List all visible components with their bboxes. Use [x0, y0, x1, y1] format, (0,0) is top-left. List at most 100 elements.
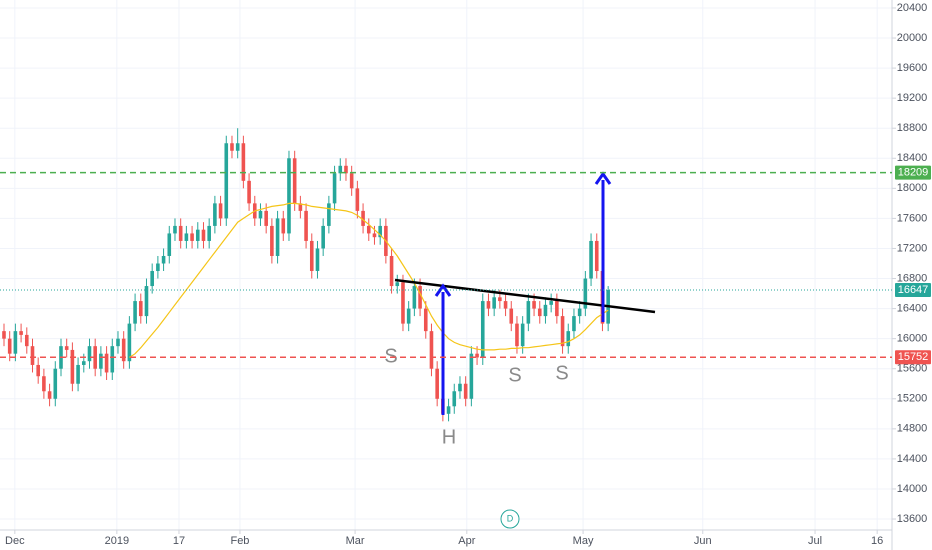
- y-tick-label: 16000: [897, 333, 928, 345]
- x-tick-label: 2019: [105, 535, 129, 547]
- candle-body: [195, 229, 200, 241]
- candle-body: [258, 210, 263, 219]
- candle-body: [480, 301, 485, 358]
- candle-body: [281, 218, 286, 234]
- candle-body: [76, 364, 80, 384]
- candle-body: [64, 346, 69, 350]
- candle-body: [338, 165, 343, 174]
- candle-body: [560, 316, 565, 347]
- candle-body: [110, 346, 115, 373]
- candle-body: [213, 203, 217, 226]
- candle-body: [486, 301, 491, 309]
- level-tag: [895, 350, 931, 365]
- candle-body: [167, 233, 172, 256]
- y-tick-label: 17600: [897, 212, 928, 224]
- candle-body: [116, 338, 120, 347]
- level-tag-label: 15752: [898, 351, 929, 363]
- candle-body: [99, 353, 103, 369]
- candle-body: [138, 301, 143, 317]
- candle-body: [589, 240, 593, 279]
- y-tick-label: 16800: [897, 272, 928, 284]
- x-tick-label: May: [573, 535, 594, 547]
- candle-body: [355, 188, 360, 211]
- candle-body: [583, 278, 588, 309]
- candle-body: [81, 361, 86, 365]
- moving-average: [129, 202, 609, 358]
- marker[interactable]: [500, 509, 520, 529]
- annotation: S: [384, 345, 397, 367]
- candle-body: [53, 368, 58, 399]
- candle-body: [224, 143, 229, 219]
- marker-label[interactable]: D: [507, 513, 514, 523]
- candle-body: [344, 165, 348, 174]
- candle-body: [446, 406, 451, 414]
- candle-body: [190, 233, 194, 241]
- candle-body: [47, 391, 52, 399]
- arrows: [434, 171, 612, 415]
- y-tick-label: 18800: [897, 122, 928, 134]
- candle-body: [218, 203, 223, 219]
- candle-body: [264, 210, 268, 226]
- candle-body: [469, 353, 474, 399]
- candle-body: [429, 331, 434, 369]
- candle-body: [207, 225, 211, 241]
- y-tick-label: 14000: [897, 483, 928, 495]
- candle-body: [452, 391, 457, 407]
- candle-body: [332, 173, 337, 204]
- x-tick-label: 17: [173, 535, 185, 547]
- y-tick-label: 15200: [897, 393, 928, 405]
- candle-body: [361, 210, 365, 226]
- candle-body: [30, 346, 35, 365]
- candle-body: [549, 301, 553, 305]
- candle-body: [70, 349, 75, 384]
- y-tick-label: 14400: [897, 453, 928, 465]
- candle-body: [87, 346, 92, 362]
- grid: [0, 0, 892, 530]
- candle-body: [509, 308, 514, 324]
- candle-body: [287, 158, 291, 234]
- candle-body: [515, 323, 519, 347]
- candle-body: [161, 255, 166, 264]
- candle-body: [173, 225, 177, 234]
- level-tag-label: 18209: [898, 167, 929, 179]
- candle-body: [104, 353, 109, 373]
- candle-body: [412, 286, 417, 309]
- candle-body: [24, 334, 29, 347]
- candle-body: [349, 173, 354, 189]
- candle-body: [378, 225, 382, 238]
- y-tick-label: 16400: [897, 302, 928, 314]
- candle-body: [532, 301, 536, 309]
- candle-body: [463, 383, 468, 399]
- y-tick-label: 20400: [897, 2, 928, 14]
- candle-body: [458, 383, 462, 392]
- x-tick-label: Feb: [230, 535, 249, 547]
- candle-body: [156, 263, 160, 272]
- candle-body: [543, 304, 548, 317]
- candle-body: [133, 301, 137, 324]
- candle-body: [13, 331, 18, 354]
- candle-body: [572, 316, 576, 332]
- candle-body: [435, 368, 439, 399]
- candle-body: [247, 180, 251, 204]
- candle-body: [321, 225, 325, 249]
- x-tick-label: Mar: [346, 535, 365, 547]
- candle-body: [184, 233, 189, 241]
- candle-body: [178, 225, 183, 241]
- level-tag-label: 16647: [898, 284, 929, 296]
- candle-body: [577, 308, 582, 317]
- candle-body: [19, 331, 23, 335]
- candle-body: [423, 308, 428, 332]
- y-tick-label: 17200: [897, 242, 928, 254]
- arrow-head: [594, 171, 612, 185]
- candle-body: [395, 282, 400, 287]
- candle-body: [389, 255, 394, 287]
- annotation: S: [555, 362, 568, 384]
- candle-body: [121, 338, 126, 362]
- level-tag: [895, 283, 931, 298]
- annotation: S: [508, 364, 521, 386]
- candle-body: [526, 301, 531, 324]
- candle-body: [327, 203, 331, 226]
- x-tick-label: Apr: [458, 535, 475, 547]
- y-tick-label: 19600: [897, 62, 928, 74]
